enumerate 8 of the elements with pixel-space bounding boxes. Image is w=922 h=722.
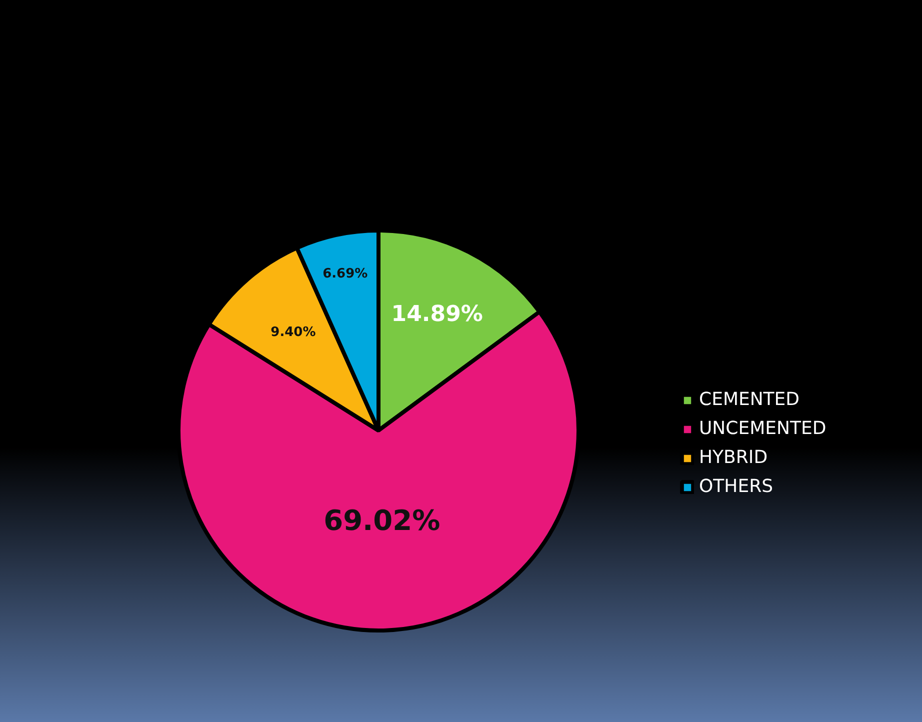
legend-label: CEMENTED <box>699 389 800 410</box>
legend-label: UNCEMENTED <box>699 418 826 439</box>
legend-label: OTHERS <box>699 476 774 497</box>
data-label: 69.02% <box>324 504 440 537</box>
data-label: 14.89% <box>391 302 483 327</box>
legend-label: HYBRID <box>699 447 768 468</box>
data-label: 6.69% <box>322 266 368 282</box>
data-label: 9.40% <box>270 324 316 340</box>
